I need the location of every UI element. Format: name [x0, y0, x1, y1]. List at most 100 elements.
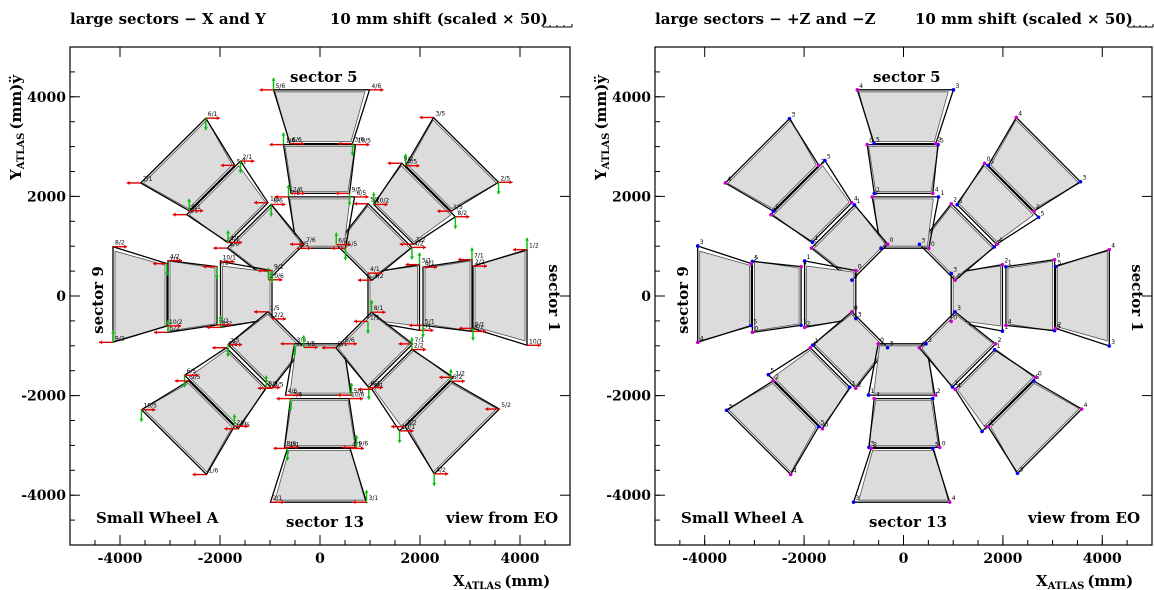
shift-arrowhead-x: [439, 375, 443, 380]
shift-arrowhead-x: [485, 407, 489, 412]
shift-arrowhead-y: [432, 482, 437, 486]
point-label: 1: [1008, 260, 1012, 267]
z-shift-marker: [810, 240, 815, 245]
z-shift-marker: [872, 141, 876, 146]
z-shift-marker: [885, 242, 890, 247]
point-label: 5: [990, 158, 994, 165]
point-label: 0: [880, 337, 884, 344]
x-tick-label: -2000: [782, 551, 827, 567]
point-label: 3/6: [297, 337, 307, 344]
shift-arrowhead-x: [357, 278, 361, 283]
point-label: 8/1: [425, 260, 435, 267]
shift-arrowhead-x: [153, 261, 156, 266]
point-label: 5: [827, 154, 831, 161]
z-shift-marker: [930, 396, 935, 401]
right-ann-wheel: Small Wheel A: [681, 509, 804, 527]
point-label: 1: [815, 338, 819, 345]
z-shift-marker: [853, 268, 858, 273]
z-shift-marker: [1107, 247, 1112, 252]
point-label: 0: [824, 422, 828, 429]
shift-arrowhead-x: [338, 141, 342, 146]
shift-arrowhead-x: [321, 345, 325, 350]
z-shift-marker: [931, 446, 935, 451]
shift-arrowhead-y: [397, 439, 402, 443]
right-title: large sectors − +Z and −Z: [655, 10, 876, 28]
point-label: 3: [1082, 175, 1086, 182]
shift-arrowhead-y: [366, 396, 371, 400]
point-label: 1: [959, 198, 963, 205]
left-ann-sector13: sector 13: [286, 513, 364, 531]
shift-arrowhead-x: [178, 323, 181, 328]
shift-arrowhead-x: [213, 246, 217, 251]
point-label: 8/6: [287, 440, 297, 447]
z-shift-marker: [850, 278, 854, 282]
z-shift-marker: [695, 244, 700, 248]
point-label: 2: [807, 320, 811, 327]
point-label: 3/5: [435, 110, 445, 117]
sector-module-nominal: [754, 260, 800, 332]
z-shift-marker: [986, 163, 991, 168]
shift-arrowhead-y: [139, 418, 144, 422]
x-tick-label: 4000: [501, 551, 540, 567]
shift-arrowhead-x: [416, 163, 420, 168]
shift-arrowhead-x: [379, 385, 383, 390]
point-label: 2/5: [501, 175, 511, 182]
z-shift-marker: [1004, 264, 1008, 269]
shift-arrowhead-x: [269, 142, 273, 147]
z-shift-marker: [986, 424, 990, 429]
shift-arrowhead-y: [347, 202, 352, 206]
shift-arrowhead-y: [232, 414, 237, 418]
shift-arrowhead-x: [308, 246, 311, 251]
point-label: 0: [858, 264, 862, 271]
y-tick-label: -2000: [606, 389, 651, 405]
point-label: 3: [858, 312, 862, 319]
x-tick-label: 4000: [1083, 551, 1122, 567]
sector-module-nominal: [274, 449, 366, 501]
point-label: 4/2: [436, 467, 446, 474]
shift-arrowhead-x: [366, 142, 370, 147]
point-label: 9/5: [352, 186, 362, 193]
shift-arrowhead-x: [466, 214, 470, 219]
sector-module-nominal: [873, 345, 934, 394]
sector-module-measured: [404, 116, 500, 212]
point-label: 6/2: [338, 238, 348, 245]
z-shift-marker: [1000, 262, 1005, 267]
point-label: 7/2: [416, 237, 426, 244]
point-label: 5: [770, 368, 774, 375]
point-label: 5/1: [338, 341, 348, 348]
x-tick-label: -4000: [98, 551, 143, 567]
shift-arrowhead-x: [290, 242, 294, 247]
sector-module-nominal: [424, 260, 471, 332]
sector-module-nominal: [952, 265, 1001, 327]
shift-arrowhead-y: [281, 132, 286, 136]
shift-arrowhead-x: [206, 325, 210, 330]
y-tick-label: 0: [56, 289, 66, 305]
point-label: 9/6: [359, 440, 369, 447]
left-ann-wheel: Small Wheel A: [96, 509, 219, 527]
z-shift-marker: [955, 202, 959, 207]
shift-arrowhead-x: [387, 161, 391, 166]
point-label: 1/2: [529, 243, 539, 250]
shift-arrowhead-x: [273, 446, 277, 451]
shift-arrowhead-x: [212, 345, 216, 350]
right-ann-sector13: sector 13: [869, 513, 947, 531]
sector-module-nominal: [142, 382, 233, 473]
point-label: 1: [814, 235, 818, 242]
shift-arrowhead-x: [302, 191, 305, 196]
shift-arrowhead-x: [379, 271, 382, 276]
sector-module-measured: [372, 162, 457, 246]
left-ticks: -4000 -2000 0 2000 4000 -4000 -2000 0 2000 4000: [21, 46, 571, 567]
point-label: 5: [1036, 374, 1040, 381]
point-label: 2/2: [274, 312, 284, 319]
z-shift-marker: [980, 429, 984, 434]
sector-module-nominal: [873, 198, 934, 247]
shift-arrowhead-y: [165, 272, 169, 276]
shift-arrowhead-x: [361, 446, 364, 451]
shift-arrowhead-x: [483, 329, 486, 334]
sector-module-nominal: [407, 119, 498, 210]
shift-arrowhead-x: [360, 396, 363, 401]
shift-arrowhead-y: [269, 213, 274, 217]
point-label: 1/2: [455, 370, 465, 377]
point-label: 4: [854, 196, 858, 203]
shift-arrowhead-y: [301, 335, 306, 339]
